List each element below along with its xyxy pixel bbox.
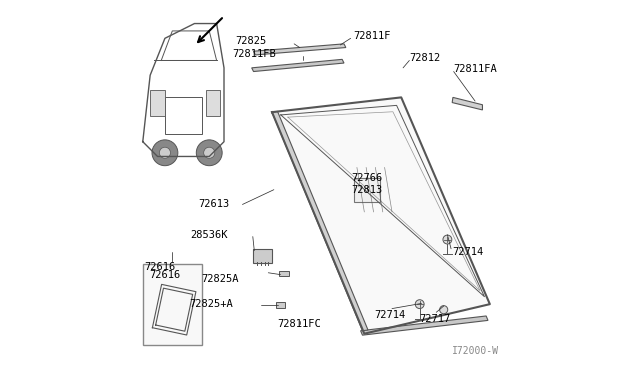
Polygon shape [360,316,488,335]
Text: 72714: 72714 [374,310,406,320]
Circle shape [443,235,452,244]
Circle shape [159,147,170,158]
Circle shape [152,140,178,166]
Polygon shape [272,97,490,334]
Polygon shape [276,302,285,308]
Text: 28536K: 28536K [190,231,228,240]
Text: 72714: 72714 [452,247,483,257]
Circle shape [440,306,448,314]
Text: 72813: 72813 [351,185,383,195]
Text: 72811FC: 72811FC [277,319,321,329]
Text: 72811FB: 72811FB [232,49,276,59]
Polygon shape [272,112,368,331]
Text: 72825+A: 72825+A [189,299,233,309]
Circle shape [204,147,215,158]
Text: 72811F: 72811F [353,31,391,41]
Text: 72812: 72812 [410,53,440,63]
Polygon shape [205,90,220,116]
Text: 72613: 72613 [198,199,230,209]
Circle shape [415,300,424,309]
Circle shape [196,140,222,166]
FancyBboxPatch shape [143,263,202,345]
Text: 72616: 72616 [149,270,180,280]
Text: 72811FA: 72811FA [454,64,497,74]
FancyBboxPatch shape [354,177,380,202]
Text: 72717: 72717 [419,314,450,324]
Polygon shape [280,271,289,276]
Polygon shape [150,90,165,116]
Text: 72825A: 72825A [201,274,239,284]
Text: 72825: 72825 [236,36,266,46]
Text: I72000-W: I72000-W [452,346,499,356]
Polygon shape [452,97,483,110]
FancyBboxPatch shape [253,249,273,263]
Text: 72616: 72616 [144,262,175,272]
Polygon shape [253,44,346,55]
Text: 72766: 72766 [351,173,383,183]
Polygon shape [252,60,344,71]
